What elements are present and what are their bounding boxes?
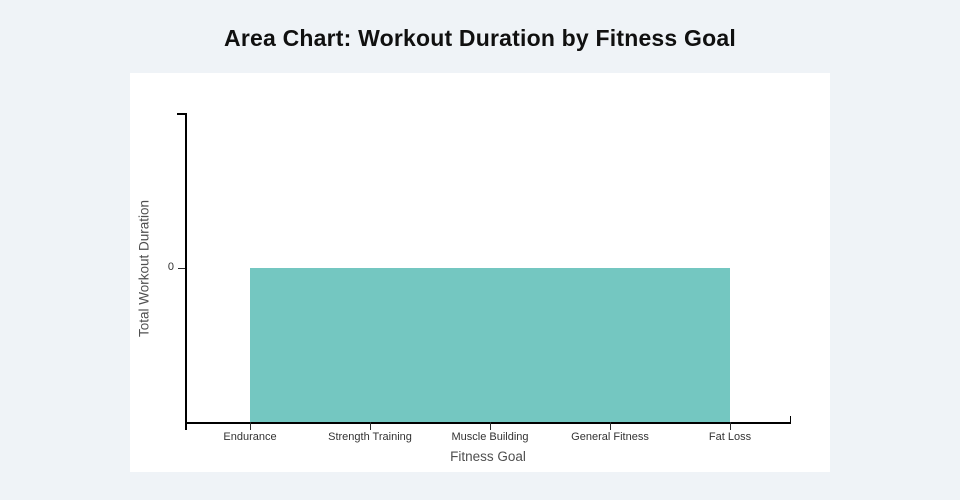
x-axis-tick-label-endurance: Endurance [223,431,277,443]
y-axis-tick-0 [178,267,185,269]
x-axis-tick-strength-training [369,422,371,430]
x-axis-title: Fitness Goal [450,449,526,464]
x-axis-tick-label-fat-loss: Fat Loss [708,431,752,443]
y-axis-top-cap [177,113,186,115]
x-axis-tick-general-fitness [609,422,611,430]
x-axis-tick-label-strength-training: Strength Training [328,431,412,443]
x-axis-line [185,422,791,424]
x-axis-tick-label-muscle-building: Muscle Building [451,431,529,443]
x-axis-tick-muscle-building [489,422,491,430]
x-axis-right-cap [789,416,791,423]
x-axis-tick-fat-loss [729,422,731,430]
y-axis-tick-label-0: 0 [167,261,174,273]
x-axis-tick-endurance [249,422,251,430]
y-axis-line [185,113,187,430]
y-axis-title: Total Workout Duration [136,199,152,338]
plot-card: 0 Endurance Strength Training Muscle Bui… [130,73,830,472]
x-axis-tick-label-general-fitness: General Fitness [571,431,649,443]
area-series-fill [250,268,730,422]
chart-title: Area Chart: Workout Duration by Fitness … [224,25,736,51]
